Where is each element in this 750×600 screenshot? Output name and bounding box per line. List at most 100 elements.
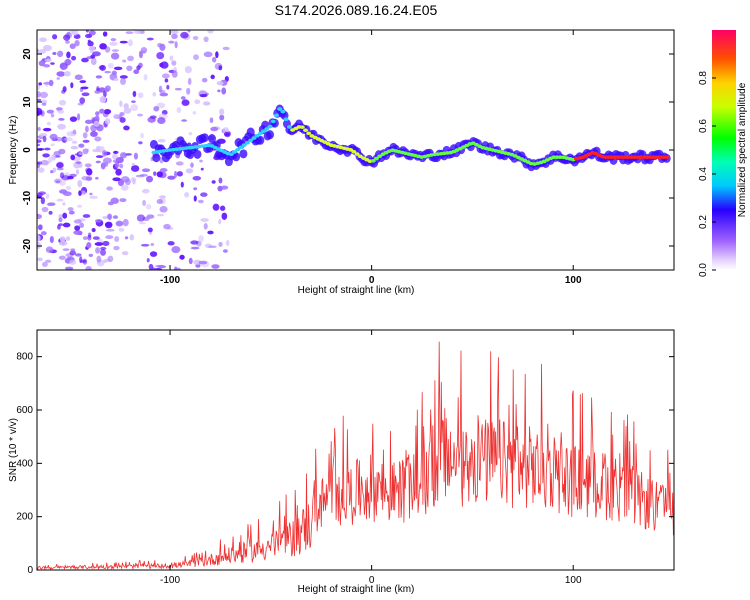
ridge-core bbox=[299, 125, 305, 129]
noise-blob bbox=[104, 70, 111, 74]
colorbar-tick-label: 0.0 bbox=[698, 263, 709, 277]
noise-blob bbox=[203, 51, 213, 58]
noise-blob bbox=[110, 38, 117, 42]
noise-blob bbox=[42, 127, 52, 132]
snr-frame bbox=[36, 329, 675, 571]
noise-blob bbox=[200, 167, 204, 171]
noise-blob bbox=[78, 190, 82, 196]
noise-blob bbox=[163, 223, 171, 230]
noise-blob bbox=[52, 167, 57, 173]
noise-blob bbox=[40, 231, 47, 236]
spectrogram-ytick-label: 20 bbox=[22, 48, 33, 60]
noise-blob bbox=[185, 168, 194, 174]
noise-blob bbox=[72, 129, 77, 135]
noise-blob bbox=[66, 131, 74, 137]
noise-blob bbox=[99, 108, 105, 114]
noise-blob bbox=[171, 60, 177, 66]
noise-blob bbox=[44, 58, 52, 63]
noise-blob bbox=[142, 199, 146, 207]
noise-blob bbox=[140, 243, 150, 247]
ridge-core bbox=[270, 119, 276, 124]
noise-blob bbox=[65, 186, 72, 191]
noise-blob bbox=[105, 228, 115, 232]
noise-blob bbox=[219, 205, 226, 211]
noise-blob bbox=[50, 62, 55, 65]
snr-xtick-label: 100 bbox=[565, 575, 582, 586]
noise-blob bbox=[218, 241, 223, 247]
ridge-core bbox=[354, 152, 360, 156]
noise-blob bbox=[93, 120, 100, 127]
noise-blob bbox=[222, 46, 230, 51]
noise-blob bbox=[153, 171, 157, 176]
noise-blob bbox=[123, 125, 130, 131]
noise-blob bbox=[111, 70, 117, 76]
noise-blob bbox=[37, 84, 40, 91]
noise-blob bbox=[46, 121, 51, 126]
noise-blob bbox=[79, 222, 85, 228]
noise-blob bbox=[94, 219, 102, 223]
noise-blob bbox=[174, 41, 178, 49]
noise-blob bbox=[130, 177, 136, 183]
ridge-core bbox=[251, 136, 257, 140]
noise-blob bbox=[55, 180, 61, 183]
noise-blob bbox=[74, 74, 83, 80]
noise-blob bbox=[57, 123, 66, 130]
colorbar-gradient bbox=[712, 30, 736, 270]
ridge-core bbox=[254, 133, 260, 138]
noise-blob bbox=[217, 89, 221, 93]
ridge-core bbox=[303, 128, 309, 133]
noise-blob bbox=[99, 96, 107, 104]
noise-blob bbox=[150, 242, 155, 247]
noise-blob bbox=[161, 73, 170, 79]
noise-blob bbox=[56, 198, 64, 202]
noise-blob bbox=[141, 168, 151, 173]
noise-blob bbox=[222, 249, 228, 253]
noise-blob bbox=[110, 52, 120, 60]
snr-ytick-label: 400 bbox=[16, 458, 33, 469]
noise-blob bbox=[102, 150, 108, 157]
noise-blob bbox=[119, 40, 128, 44]
noise-blob bbox=[41, 102, 47, 106]
spectrogram-xtick-label: 0 bbox=[369, 275, 375, 286]
noise-blob bbox=[87, 39, 91, 43]
noise-blob bbox=[82, 236, 88, 241]
noise-blob bbox=[84, 119, 93, 124]
colorbar-tick-label: 0.2 bbox=[698, 215, 709, 229]
noise-blob bbox=[120, 78, 126, 86]
noise-blob bbox=[76, 113, 81, 121]
noise-blob bbox=[192, 110, 197, 115]
noise-blob bbox=[56, 162, 64, 169]
colorbar: 0.0 0.2 0.4 0.6 0.8 Normalized spectral ampl… bbox=[698, 30, 748, 277]
noise-blob bbox=[65, 40, 70, 44]
noise-blob bbox=[170, 30, 179, 35]
noise-blob bbox=[221, 212, 228, 220]
noise-blob bbox=[135, 30, 140, 33]
noise-blob bbox=[62, 212, 68, 219]
noise-blob bbox=[147, 227, 153, 233]
noise-blob bbox=[149, 251, 158, 257]
snr-series bbox=[37, 341, 674, 570]
noise-blob bbox=[212, 203, 220, 211]
noise-blob bbox=[88, 253, 94, 257]
noise-blob bbox=[102, 216, 108, 219]
noise-blob bbox=[77, 180, 83, 188]
noise-blob bbox=[107, 62, 114, 69]
noise-blob bbox=[136, 214, 145, 222]
noise-blob bbox=[141, 188, 150, 194]
noise-blob bbox=[115, 168, 122, 176]
noise-blob bbox=[50, 143, 55, 147]
noise-blob bbox=[107, 201, 114, 206]
noise-blob bbox=[181, 99, 190, 106]
noise-blob bbox=[109, 41, 118, 46]
noise-blob bbox=[69, 250, 77, 256]
noise-blob bbox=[119, 163, 124, 169]
noise-blob bbox=[174, 87, 182, 91]
noise-blob bbox=[192, 175, 202, 181]
noise-blob bbox=[119, 117, 126, 123]
noise-blob bbox=[59, 236, 66, 242]
noise-blob bbox=[128, 39, 133, 47]
noise-blob bbox=[66, 51, 71, 59]
ridge-core bbox=[373, 156, 379, 161]
spectrogram-xtick-label: 100 bbox=[565, 275, 582, 286]
